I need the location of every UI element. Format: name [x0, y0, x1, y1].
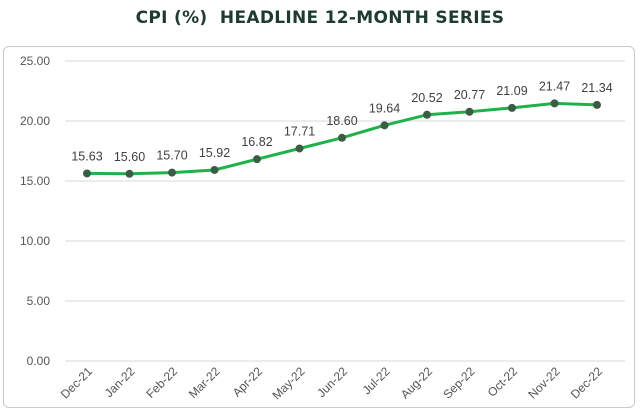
y-tick-label: 25.00 — [20, 54, 50, 68]
data-label: 18.60 — [326, 114, 357, 128]
data-point — [125, 169, 134, 178]
data-point — [550, 99, 559, 108]
y-tick-label: 5.00 — [27, 294, 51, 308]
x-tick-label: Feb-22 — [143, 364, 180, 401]
data-label: 16.82 — [241, 135, 272, 149]
data-label: 15.92 — [199, 146, 230, 160]
x-tick-label: Apr-22 — [230, 364, 266, 400]
y-axis-ticks: 0.00 5.00 10.00 15.00 20.00 25.00 — [20, 54, 50, 368]
y-tick-label: 15.00 — [20, 174, 50, 188]
x-tick-label: Dec-21 — [58, 364, 95, 401]
data-point — [338, 133, 346, 142]
data-point — [83, 169, 91, 178]
chart-title: CPI (%) HEADLINE 12-MONTH SERIES — [135, 8, 505, 28]
data-label: 21.47 — [539, 79, 570, 93]
data-point — [168, 168, 176, 177]
data-point — [465, 107, 474, 116]
data-label: 20.52 — [411, 91, 442, 105]
data-labels: 15.63 15.60 15.70 15.92 16.82 17.71 18.60 19.64… — [71, 79, 612, 163]
x-tick-label: Dec-22 — [568, 364, 605, 401]
chart-frame — [3, 46, 635, 408]
data-label: 15.63 — [71, 149, 102, 163]
x-tick-label: Oct-22 — [485, 364, 521, 400]
x-tick-label: Nov-22 — [525, 364, 562, 401]
data-point — [380, 121, 389, 130]
x-tick-label: Sep-22 — [440, 364, 477, 401]
data-point — [295, 144, 304, 153]
data-point — [253, 155, 261, 164]
x-tick-label: Aug-22 — [398, 364, 435, 401]
y-tick-label: 0.00 — [27, 354, 51, 368]
data-point — [423, 110, 431, 119]
data-label: 19.64 — [369, 101, 400, 115]
data-label: 21.09 — [496, 84, 527, 98]
data-label: 15.60 — [114, 150, 145, 164]
x-tick-label: Jun-22 — [314, 364, 350, 400]
data-point — [593, 100, 601, 109]
x-tick-label: Jan-22 — [102, 364, 138, 400]
data-label: 20.77 — [454, 88, 485, 102]
series-markers — [83, 99, 601, 178]
x-tick-label: May-22 — [269, 364, 307, 402]
data-point — [508, 103, 516, 112]
x-tick-label: Jul-22 — [360, 364, 393, 397]
x-axis-ticks: Dec-21 Jan-22 Feb-22 Mar-22 Apr-22 May-22 Jun-… — [58, 364, 605, 402]
data-label: 21.34 — [581, 81, 612, 95]
y-tick-label: 10.00 — [20, 234, 50, 248]
data-label: 17.71 — [284, 124, 315, 138]
gridlines — [65, 60, 625, 362]
data-label: 15.70 — [156, 149, 187, 163]
y-tick-label: 20.00 — [20, 114, 50, 128]
data-point — [210, 165, 219, 174]
x-tick-label: Mar-22 — [186, 364, 223, 401]
